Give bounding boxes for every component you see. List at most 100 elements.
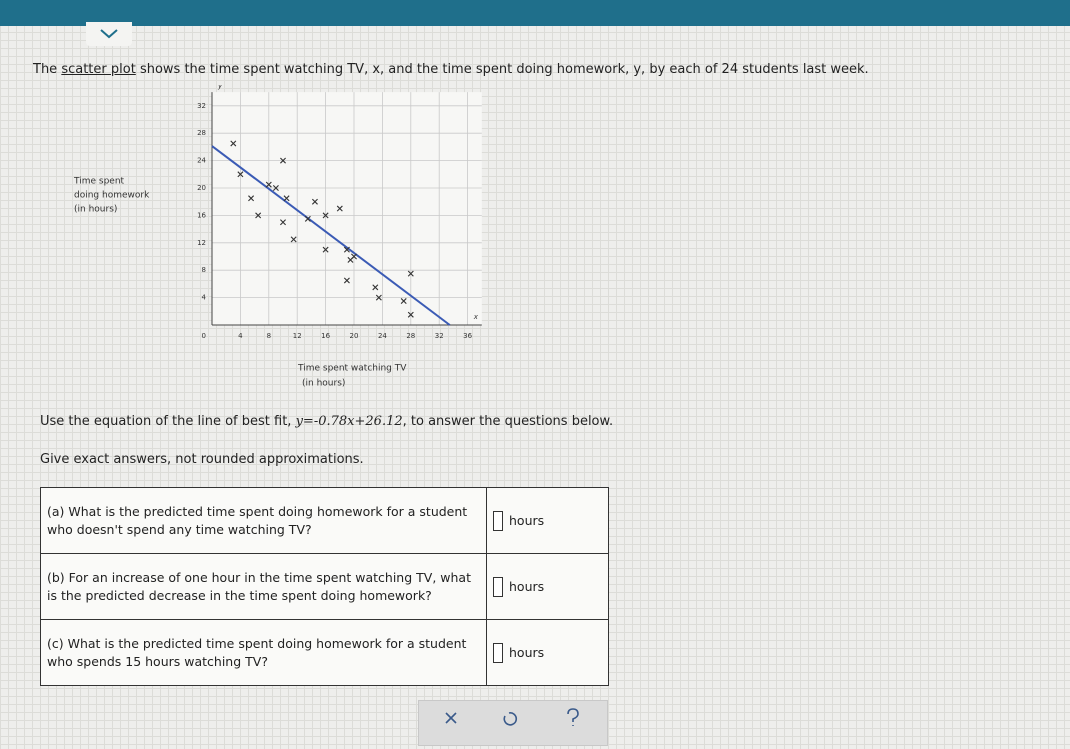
data-point [255,212,262,219]
data-point [248,195,255,202]
y-tick-label: 4 [202,294,207,302]
y-tick-label: 24 [197,157,206,165]
marker-stroke [280,157,286,164]
marker-stroke [283,195,290,202]
answer-table: (a) What is the predicted time spent doi… [40,487,609,686]
glossary-link[interactable]: scatter plot [61,62,136,77]
data-point [237,171,244,178]
equation-mid: x+ [347,414,366,429]
data-point [322,212,329,219]
x-tick-label: 20 [350,332,359,340]
undo-button[interactable] [503,712,518,726]
marker-stroke [407,311,414,318]
data-point [343,277,350,284]
row: (b) For an increase of one hour in the t… [40,553,609,620]
intro-text: shows the time spent watching TV, x, and… [139,62,869,77]
marker-stroke [343,277,350,284]
unit: hours [509,513,545,528]
marker-stroke [311,198,318,205]
instruction-text: , to answer the questions below. [402,414,614,429]
equation-intercept: 26.12 [365,414,403,429]
equation-lhs: y= [295,414,314,429]
instruction: Use the equation of the line of best fit… [40,414,613,429]
tool-bar [418,700,608,746]
x-axis-label: (in hours) [302,379,345,389]
help-button[interactable] [567,708,579,726]
answer-input[interactable] [493,576,503,597]
y-tick-label: 20 [197,184,206,192]
plot-area [212,92,482,325]
y-tick-label: 16 [197,211,206,219]
y-axis-label: (in hours) [74,205,117,215]
marker-stroke [372,284,379,291]
data-point [322,246,329,253]
data-point [407,311,414,318]
row: (c) What is the predicted time spent doi… [40,619,609,686]
x-tick-label: 8 [267,332,271,340]
marker-stroke [407,270,414,277]
marker-stroke [248,195,255,202]
unit: hours [509,579,545,594]
marker-stroke [304,215,311,222]
clear-button[interactable] [445,712,457,724]
data-point [272,185,279,191]
data-point [343,246,350,253]
x-axis-label: Time spent watching TV [297,364,407,374]
data-point [290,236,297,243]
x-tick-label: 28 [406,332,415,340]
marker-stroke [400,298,407,305]
x-tick-label: 12 [293,332,302,340]
answer-input[interactable] [493,642,503,663]
marker-stroke [230,140,237,147]
top-bar [0,0,1070,26]
data-point [283,195,290,202]
collapse-tab[interactable] [86,22,132,46]
marker-stroke [255,212,262,219]
x-var-label: x [473,313,479,321]
marker-stroke [322,246,329,253]
data-point [304,215,311,222]
marker-stroke [336,205,343,212]
answer-input[interactable] [493,510,503,531]
marker-stroke [322,212,329,219]
intro: The scatter plot shows the time spent wa… [33,62,869,77]
data-point [265,181,272,188]
data-point [280,219,286,226]
marker-stroke [347,256,354,263]
x-tick-label: 32 [435,332,444,340]
answer-cell: hours [486,487,609,554]
marker-stroke [265,181,272,188]
data-point [336,205,343,212]
origin-label: 0 [202,332,206,340]
data-point [400,298,407,305]
marker-stroke [280,219,286,226]
data-point [372,284,379,291]
y-var-label: y [217,85,223,90]
marker-stroke [237,171,244,178]
marker-stroke [290,236,297,243]
note: Give exact answers, not rounded approxim… [40,452,364,467]
answer-cell: hours [486,553,609,620]
x-tick-label: 16 [321,332,330,340]
marker-stroke [343,246,350,253]
x-tick-label: 24 [378,332,387,340]
y-axis-label: Time spent [73,177,125,187]
unit: hours [509,645,545,660]
data-point [407,270,414,277]
data-point [347,256,354,263]
y-tick-label: 12 [197,239,206,247]
question: (b) For an increase of one hour in the t… [40,553,487,620]
y-tick-label: 8 [202,266,206,274]
answer-cell: hours [486,619,609,686]
data-point [230,140,237,147]
marker-stroke [272,185,279,191]
x-tick-label: 36 [463,332,472,340]
row: (a) What is the predicted time spent doi… [40,487,609,554]
scatter-plot: 4 8 12 16 20 24 28 32 36 4 8 12 16 20 24 28 32 0 x y Time sp… [73,85,482,389]
marker-stroke [375,294,382,301]
chevron-icon [100,29,118,39]
y-tick-label: 32 [197,102,206,110]
question: (c) What is the predicted time spent doi… [40,619,487,686]
